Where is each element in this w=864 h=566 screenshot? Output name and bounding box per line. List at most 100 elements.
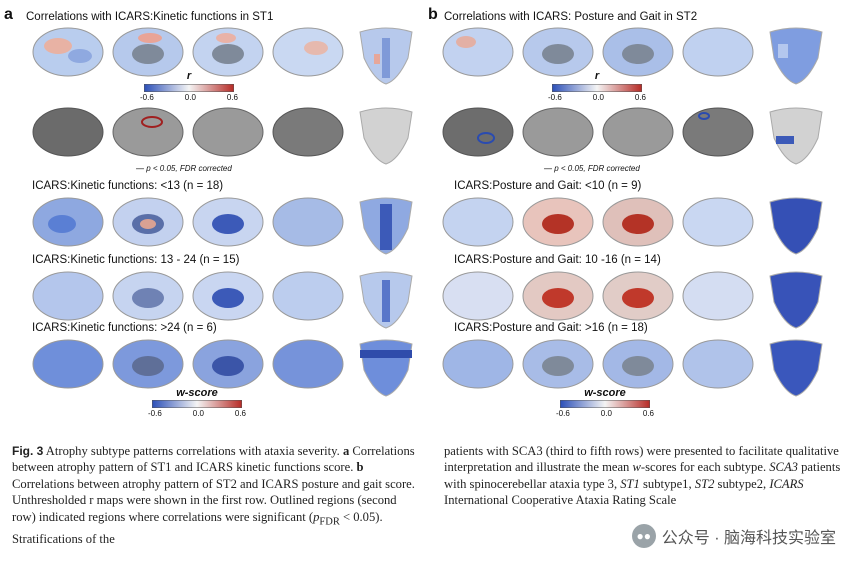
w-colorbar	[152, 400, 242, 408]
watermark-text: 公众号 · 脑海科技实验室	[661, 530, 836, 547]
r-colorbar	[552, 84, 642, 92]
brain-lateral-left	[442, 336, 514, 392]
r-colorbar-ticks: -0.6 0.0 0.6	[548, 93, 646, 102]
brain-medial-right	[602, 268, 674, 324]
abbr-sca3: SCA3	[769, 460, 798, 475]
brain-medial-right	[602, 104, 674, 160]
panel-b-r-map-row	[442, 24, 832, 86]
brain-medial-left	[112, 194, 184, 250]
tick-min: -0.6	[140, 93, 154, 102]
brain-lateral-left	[442, 194, 514, 250]
brain-lateral-right	[272, 268, 344, 324]
significance-note: — p < 0.05, FDR corrected	[544, 164, 640, 173]
brain-lateral-right	[682, 194, 754, 250]
abbr-icars: ICARS	[769, 476, 804, 491]
brain-lateral-left	[32, 24, 104, 80]
brain-lateral-left	[32, 268, 104, 324]
brain-lateral-right	[682, 336, 754, 392]
caption-text: patients with SCA3 (third to fifth rows)…	[444, 444, 839, 475]
significance-text: p < 0.05, FDR corrected	[146, 164, 232, 173]
caption-text: subtype2,	[714, 476, 770, 491]
brain-lateral-right	[682, 268, 754, 324]
panel-a-title: Correlations with ICARS:Kinetic function…	[26, 11, 274, 23]
brain-medial-right	[602, 24, 674, 80]
brain-lateral-left	[32, 104, 104, 160]
w-colorbar-ticks: -0.6 0.0 0.6	[556, 409, 654, 418]
brain-medial-right	[602, 336, 674, 392]
brain-medial-left	[522, 24, 594, 80]
cerebellum-flatmap	[764, 336, 828, 398]
cerebellum-flatmap	[354, 104, 418, 166]
brain-lateral-right	[272, 104, 344, 160]
w-italic: w	[632, 460, 641, 475]
r-colorbar-title: r	[186, 70, 192, 82]
cerebellum-flatmap	[354, 268, 418, 330]
caption-text: International Cooperative Ataxia Rating …	[444, 493, 677, 508]
w-colorbar-title: w-score	[584, 387, 626, 399]
brain-lateral-right	[272, 24, 344, 80]
tick-min: -0.6	[556, 409, 570, 418]
brain-lateral-right	[682, 104, 754, 160]
cerebellum-flatmap	[764, 194, 828, 256]
brain-lateral-left	[32, 194, 104, 250]
brain-medial-right	[192, 104, 264, 160]
significance-text: p < 0.05, FDR corrected	[554, 164, 640, 173]
tick-mid: 0.0	[592, 93, 604, 102]
brain-medial-right	[192, 336, 264, 392]
brain-medial-left	[112, 24, 184, 80]
brain-medial-left	[522, 268, 594, 324]
caption-right: patients with SCA3 (third to fifth rows)…	[444, 443, 852, 509]
row-label-3: ICARS:Posture and Gait: >16 (n = 18)	[454, 322, 648, 334]
row-label-1: ICARS:Kinetic functions: <13 (n = 18)	[32, 180, 224, 192]
w-colorbar-title: w-score	[176, 387, 218, 399]
panel-b-letter: b	[428, 6, 438, 23]
cerebellum-flatmap	[354, 24, 418, 86]
caption-b-label: b	[356, 460, 364, 475]
tick-mid: 0.0	[184, 93, 196, 102]
row-label-1: ICARS:Posture and Gait: <10 (n = 9)	[454, 180, 642, 192]
panel-b: b Correlations with ICARS: Posture and G…	[428, 0, 848, 428]
w-colorbar	[560, 400, 650, 408]
r-colorbar-title: r	[594, 70, 600, 82]
panel-a-wscore-row-2	[32, 268, 422, 330]
brain-lateral-right	[682, 24, 754, 80]
brain-lateral-left	[442, 24, 514, 80]
panel-a-letter: a	[4, 6, 13, 23]
panel-a: a Correlations with ICARS:Kinetic functi…	[4, 0, 424, 428]
tick-mid: 0.0	[600, 409, 612, 418]
brain-lateral-left	[32, 336, 104, 392]
caption-left: Fig. 3 Atrophy subtype patterns correlat…	[12, 443, 416, 547]
wechat-icon: ●●	[631, 524, 656, 548]
brain-medial-left	[112, 268, 184, 324]
cerebellum-flatmap	[354, 336, 418, 398]
panel-b-wscore-row-2	[442, 268, 832, 330]
p-symbol: p	[313, 509, 320, 524]
row-label-3: ICARS:Kinetic functions: >24 (n = 6)	[32, 322, 217, 334]
caption-text: Correlations between atrophy pattern of …	[12, 476, 415, 524]
brain-medial-right	[602, 194, 674, 250]
panel-a-wscore-row-3	[32, 336, 422, 398]
brain-lateral-right	[272, 336, 344, 392]
brain-medial-right	[192, 194, 264, 250]
significance-note: — p < 0.05, FDR corrected	[136, 164, 232, 173]
panel-a-r-map-row	[32, 24, 422, 86]
caption-a-label: a	[342, 444, 350, 458]
caption-text: Atrophy subtype patterns correlations wi…	[43, 444, 343, 458]
abbr-st1: ST1	[620, 476, 640, 491]
row-label-2: ICARS:Posture and Gait: 10 -16 (n = 14)	[454, 254, 661, 266]
panel-b-wscore-row-3	[442, 336, 832, 398]
panel-a-wscore-row-1	[32, 194, 422, 256]
tick-max: 0.6	[642, 409, 654, 418]
tick-max: 0.6	[234, 409, 246, 418]
abbr-st2: ST2	[694, 476, 715, 491]
panel-a-significance-row	[32, 104, 422, 166]
row-label-2: ICARS:Kinetic functions: 13 - 24 (n = 15…	[32, 254, 240, 266]
caption-text: Correlations between atrophy pattern of …	[12, 444, 415, 475]
p-subscript: FDR	[319, 516, 340, 528]
brain-medial-left	[112, 104, 184, 160]
cerebellum-flatmap	[764, 268, 828, 330]
panel-b-wscore-row-1	[442, 194, 832, 256]
brain-medial-left	[112, 336, 184, 392]
cerebellum-flatmap	[764, 104, 828, 166]
tick-max: 0.6	[634, 93, 646, 102]
